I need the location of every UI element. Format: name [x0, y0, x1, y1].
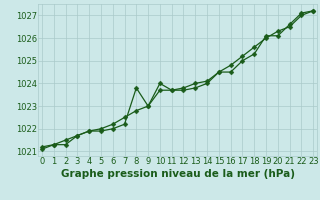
X-axis label: Graphe pression niveau de la mer (hPa): Graphe pression niveau de la mer (hPa) [60, 169, 295, 179]
